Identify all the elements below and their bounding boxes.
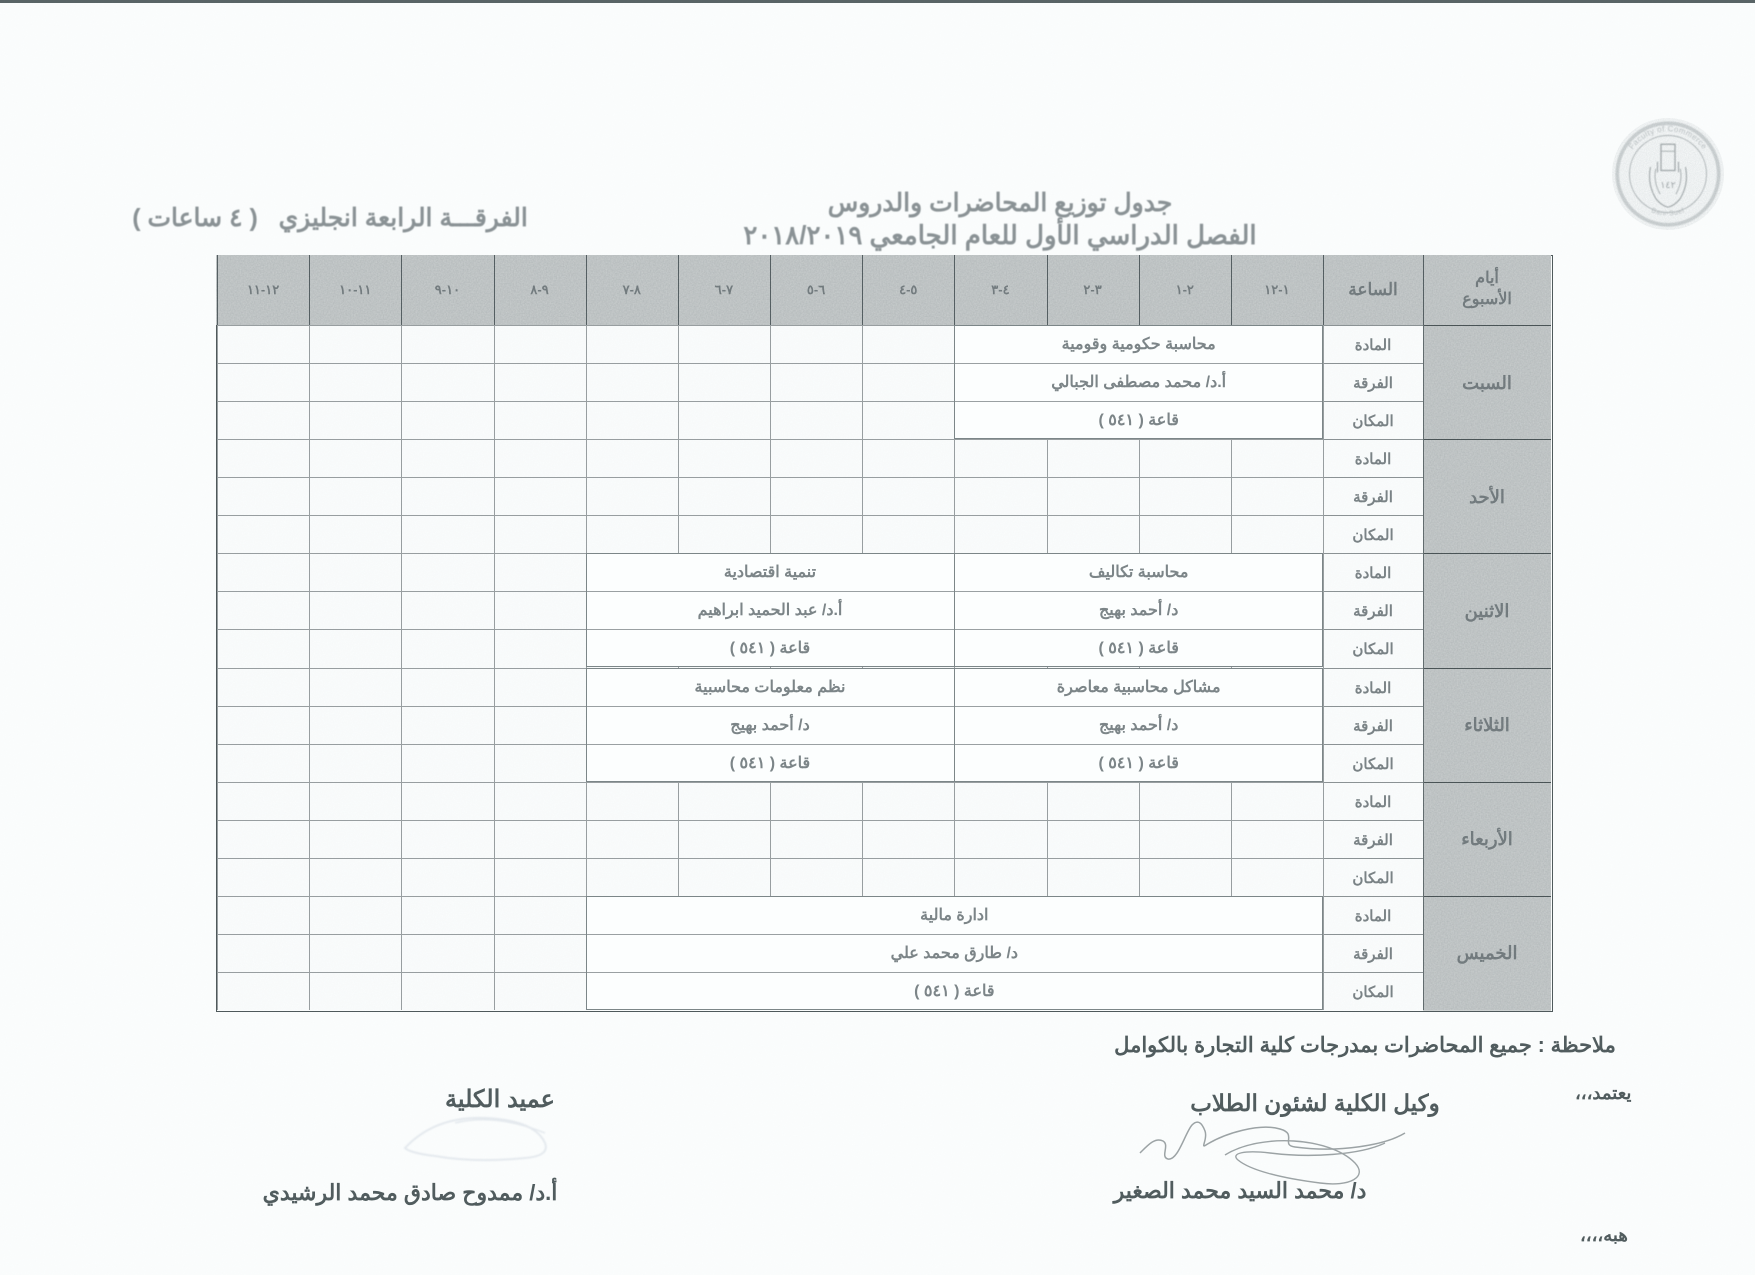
svg-text:Faculty of Commerce: Faculty of Commerce [1627, 124, 1709, 151]
svg-text:١٤٢: ١٤٢ [1660, 180, 1675, 191]
svg-text:Bani-Suef: Bani-Suef [1650, 207, 1685, 217]
